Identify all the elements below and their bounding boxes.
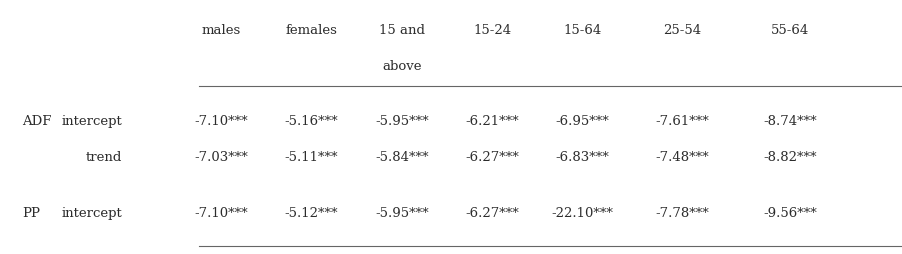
Text: 55-64: 55-64	[770, 24, 808, 37]
Text: -7.10***: -7.10***	[194, 207, 248, 220]
Text: above: above	[382, 59, 421, 73]
Text: -6.27***: -6.27***	[465, 151, 519, 164]
Text: -9.56***: -9.56***	[762, 207, 816, 220]
Text: -7.48***: -7.48***	[654, 151, 708, 164]
Text: -6.95***: -6.95***	[555, 115, 609, 129]
Text: intercept: intercept	[61, 207, 122, 220]
Text: -5.84***: -5.84***	[374, 151, 428, 164]
Text: 15-64: 15-64	[563, 24, 601, 37]
Text: -7.10***: -7.10***	[194, 115, 248, 129]
Text: -8.82***: -8.82***	[762, 151, 816, 164]
Text: -7.78***: -7.78***	[654, 207, 708, 220]
Text: -7.61***: -7.61***	[654, 115, 708, 129]
Text: 25-54: 25-54	[662, 24, 700, 37]
Text: -5.95***: -5.95***	[374, 207, 428, 220]
Text: males: males	[201, 24, 241, 37]
Text: -7.03***: -7.03***	[194, 151, 248, 164]
Text: 15-24: 15-24	[473, 24, 511, 37]
Text: ADF: ADF	[23, 115, 52, 129]
Text: -22.10***: -22.10***	[551, 207, 612, 220]
Text: -6.27***: -6.27***	[465, 207, 519, 220]
Text: -8.74***: -8.74***	[762, 115, 816, 129]
Text: -6.21***: -6.21***	[465, 115, 519, 129]
Text: -5.11***: -5.11***	[284, 151, 338, 164]
Text: -6.83***: -6.83***	[555, 151, 609, 164]
Text: 15 and: 15 and	[379, 24, 424, 37]
Text: females: females	[285, 24, 337, 37]
Text: -5.95***: -5.95***	[374, 115, 428, 129]
Text: intercept: intercept	[61, 115, 122, 129]
Text: trend: trend	[86, 151, 122, 164]
Text: -5.12***: -5.12***	[284, 207, 338, 220]
Text: PP: PP	[23, 207, 41, 220]
Text: -5.16***: -5.16***	[284, 115, 338, 129]
